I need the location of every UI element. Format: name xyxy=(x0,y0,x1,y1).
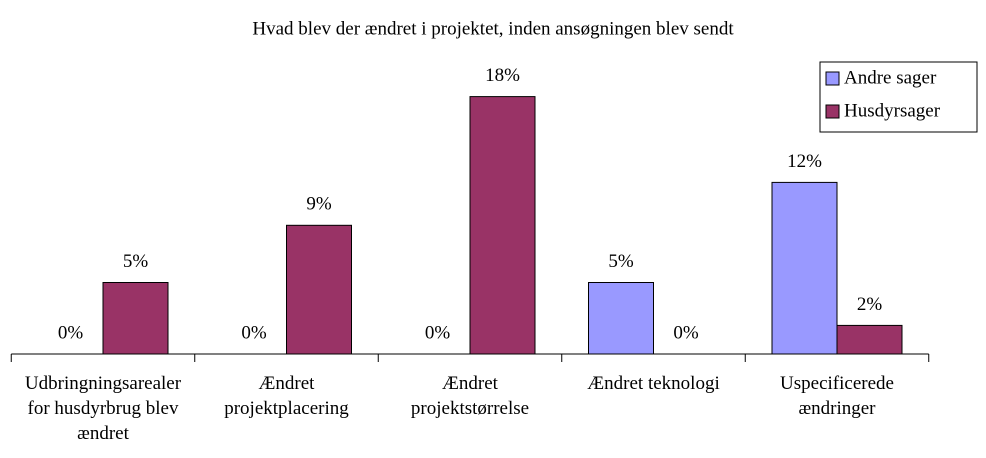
data-label: 2% xyxy=(857,294,883,315)
data-label: 0% xyxy=(241,322,267,343)
data-label: 9% xyxy=(306,194,332,215)
x-tick-label: Ændret projektplacering xyxy=(224,373,349,419)
data-label: 5% xyxy=(608,251,634,272)
x-tick-label: Ændret teknologi xyxy=(587,373,719,394)
legend-swatch xyxy=(825,71,840,86)
chart-title: Hvad blev der ændret i projektet, inden … xyxy=(252,18,734,39)
legend-label: Husdyrsager xyxy=(844,100,941,121)
legend-label: Andre sager xyxy=(844,67,937,88)
bar xyxy=(286,224,352,355)
bar xyxy=(836,324,903,355)
data-label: 0% xyxy=(425,322,451,343)
bar xyxy=(588,282,654,355)
bar xyxy=(102,282,169,355)
bar xyxy=(771,181,838,355)
data-label: 0% xyxy=(58,322,84,343)
x-tick-label: Udbringningsarealer for husdyrbrug blev æn… xyxy=(25,373,182,444)
legend-swatch xyxy=(825,104,840,119)
data-label: 5% xyxy=(123,251,149,272)
data-label: 0% xyxy=(673,322,699,343)
data-label: 18% xyxy=(485,65,520,86)
legend-box xyxy=(819,61,978,133)
data-label: 12% xyxy=(787,151,822,172)
x-tick-label: Uspecificerede ændringer xyxy=(780,373,894,419)
x-tick-label: Ændret projektstørrelse xyxy=(411,373,529,419)
bar xyxy=(469,96,536,355)
